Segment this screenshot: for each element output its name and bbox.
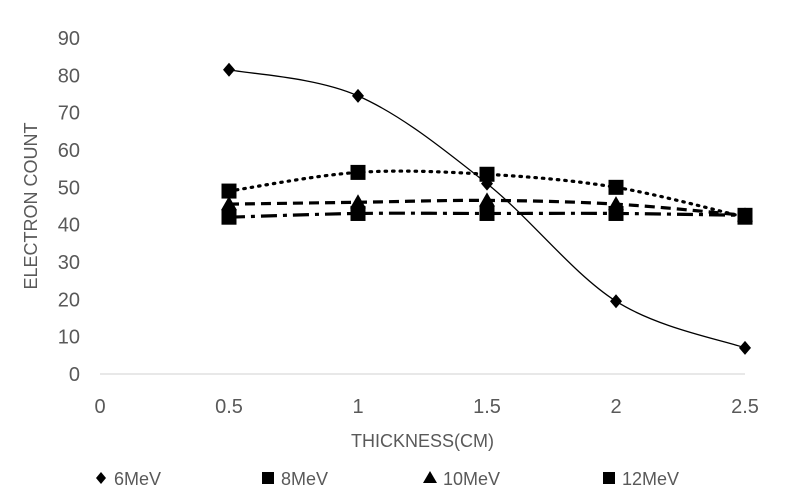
series-line-8MeV: [227, 169, 747, 219]
data-point-8MeV: [608, 179, 624, 195]
legend-label: 6MeV: [114, 469, 161, 489]
data-point-12MeV: [479, 205, 495, 221]
legend-item-10MeV: 10MeV: [423, 469, 500, 489]
data-point-12MeV: [608, 205, 624, 221]
y-tick-label: 50: [58, 177, 80, 199]
data-point-12MeV: [221, 209, 237, 225]
y-tick-label: 60: [58, 140, 80, 162]
x-axis-title: THICKNESS(CM): [351, 431, 494, 451]
legend-item-12MeV: 12MeV: [603, 469, 679, 489]
data-point-6MeV: [352, 88, 364, 103]
chart-axes: 0 10 20 30 40 50 60 70 80 90 0 0.5 1 1.5 2 2.5: [58, 28, 759, 418]
legend-label: 10MeV: [443, 469, 500, 489]
legend-marker-8MeV: [262, 472, 274, 484]
data-point-12MeV: [737, 207, 753, 223]
y-tick-label: 40: [58, 215, 80, 237]
y-tick-label: 70: [58, 103, 80, 125]
legend-item-8MeV: 8MeV: [262, 469, 328, 489]
data-point-10MeV: [350, 194, 366, 209]
legend-label: 8MeV: [281, 469, 328, 489]
x-tick-label: 2: [610, 396, 621, 418]
legend-marker-10MeV: [423, 471, 437, 483]
legend-label: 12MeV: [622, 469, 679, 489]
data-point-12MeV: [350, 205, 366, 221]
data-point-8MeV: [221, 183, 237, 199]
y-tick-label: 90: [58, 28, 80, 50]
legend-marker-6MeV: [96, 472, 106, 484]
chart-series: [221, 62, 753, 355]
data-point-6MeV: [739, 340, 751, 355]
x-tick-label: 0: [94, 396, 105, 418]
y-axis-title: ELECTRON COUNT: [21, 122, 41, 289]
y-tick-label: 80: [58, 65, 80, 87]
data-point-10MeV: [479, 192, 495, 207]
data-point-10MeV: [221, 196, 237, 211]
data-point-8MeV: [479, 166, 495, 182]
y-tick-label: 20: [58, 289, 80, 311]
x-tick-label: 2.5: [731, 396, 759, 418]
x-tick-label: 0.5: [215, 396, 243, 418]
y-tick-label: 10: [58, 327, 80, 349]
data-point-6MeV: [610, 294, 622, 309]
legend-item-6MeV: 6MeV: [96, 469, 161, 489]
data-point-6MeV: [223, 62, 235, 77]
x-tick-label: 1.5: [473, 396, 501, 418]
x-tick-label: 1: [352, 396, 363, 418]
legend-marker-12MeV: [603, 472, 615, 484]
y-tick-label: 0: [69, 364, 80, 386]
series-12MeV: [221, 205, 753, 225]
chart-legend: 6MeV 8MeV 10MeV 12MeV: [96, 469, 679, 489]
y-tick-label: 30: [58, 252, 80, 274]
data-point-8MeV: [350, 164, 366, 180]
